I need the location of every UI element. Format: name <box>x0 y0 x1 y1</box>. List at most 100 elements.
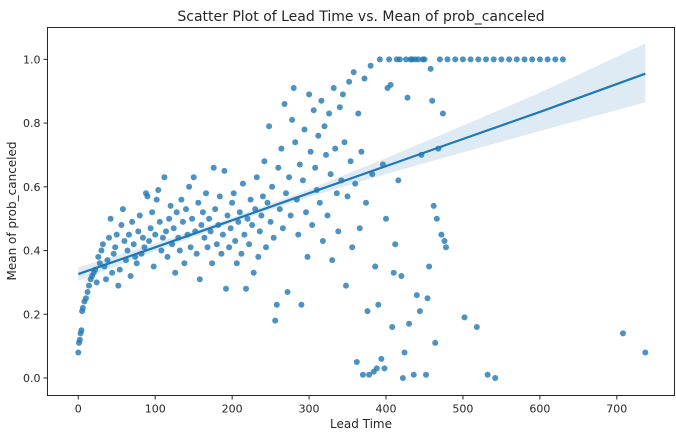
data-point <box>441 238 448 244</box>
data-point <box>438 231 445 238</box>
data-point <box>127 273 134 279</box>
data-point <box>167 202 174 209</box>
y-tick-label: 0.8 <box>23 117 41 130</box>
data-point <box>199 209 206 216</box>
data-point <box>430 202 437 209</box>
data-point <box>473 324 480 330</box>
data-point <box>256 228 263 235</box>
data-point <box>386 56 393 63</box>
data-point <box>249 222 256 228</box>
data-point <box>353 359 360 365</box>
data-point <box>233 260 240 267</box>
x-axis: 0 100 200 300 400 500 600 700 <box>75 395 627 416</box>
data-point <box>95 253 102 260</box>
data-point <box>193 250 200 257</box>
x-tick-label: 200 <box>222 403 243 416</box>
data-point <box>221 167 228 174</box>
data-point <box>163 228 169 235</box>
data-point <box>301 126 308 133</box>
data-point <box>209 260 216 267</box>
data-point <box>513 56 520 63</box>
x-tick-label: 400 <box>376 403 397 416</box>
data-point <box>213 241 220 248</box>
data-point <box>144 193 151 200</box>
data-point <box>432 339 439 346</box>
data-point <box>124 247 131 254</box>
data-point <box>86 282 92 289</box>
data-point <box>319 238 326 244</box>
data-point <box>341 139 348 146</box>
data-point <box>443 244 449 251</box>
data-point <box>161 174 168 181</box>
data-point <box>390 269 397 276</box>
data-point <box>247 196 254 203</box>
data-point <box>178 196 185 203</box>
data-point <box>136 212 143 219</box>
data-point <box>459 56 466 63</box>
data-point <box>310 107 317 114</box>
data-point <box>439 110 446 117</box>
data-point <box>158 247 165 254</box>
data-point <box>336 104 343 111</box>
data-point <box>239 180 246 187</box>
data-point <box>126 231 132 238</box>
data-point <box>164 253 171 260</box>
data-point <box>246 241 253 248</box>
x-tick-label: 600 <box>529 403 550 416</box>
data-point <box>413 292 420 299</box>
data-point <box>429 97 436 104</box>
data-point <box>183 206 189 213</box>
data-point <box>427 65 434 72</box>
data-point <box>93 279 100 286</box>
data-point <box>189 215 196 222</box>
data-point <box>186 183 193 190</box>
data-point <box>452 56 459 63</box>
data-point <box>286 174 293 181</box>
data-point <box>153 196 160 203</box>
data-point <box>396 56 403 63</box>
data-point <box>104 257 111 264</box>
data-point <box>150 263 157 270</box>
data-point <box>306 91 313 98</box>
data-point <box>115 282 122 289</box>
data-point <box>173 209 180 216</box>
data-point <box>383 215 389 222</box>
data-point <box>263 244 269 251</box>
data-point <box>361 75 368 82</box>
data-point <box>410 371 417 378</box>
data-point <box>229 199 236 206</box>
y-tick-label: 1.0 <box>23 53 41 66</box>
data-point <box>620 330 626 337</box>
data-point <box>315 132 322 139</box>
data-point <box>79 304 86 311</box>
data-point <box>216 193 223 200</box>
data-point <box>352 180 359 187</box>
data-point <box>404 94 411 101</box>
data-point <box>166 215 173 222</box>
x-tick-label: 100 <box>145 403 166 416</box>
data-point <box>521 56 528 63</box>
data-point <box>273 301 280 308</box>
data-point <box>159 234 166 241</box>
data-point <box>258 212 265 219</box>
data-point <box>483 56 489 63</box>
y-axis-title: Mean of prob_canceled <box>5 141 19 280</box>
data-point <box>299 177 306 184</box>
data-point <box>155 187 162 193</box>
chart-title: Scatter Plot of Lead Time vs. Mean of pr… <box>177 9 544 25</box>
data-point <box>344 193 351 200</box>
data-point <box>399 375 406 381</box>
data-point <box>224 212 231 219</box>
data-point <box>373 365 380 372</box>
data-point <box>339 91 346 98</box>
data-point <box>321 123 328 130</box>
data-point <box>330 85 337 91</box>
data-point <box>290 85 297 91</box>
data-point <box>367 62 374 69</box>
data-point <box>529 56 536 63</box>
data-point <box>187 244 194 251</box>
data-point <box>218 250 225 257</box>
data-point <box>195 199 202 206</box>
data-point <box>309 222 316 228</box>
